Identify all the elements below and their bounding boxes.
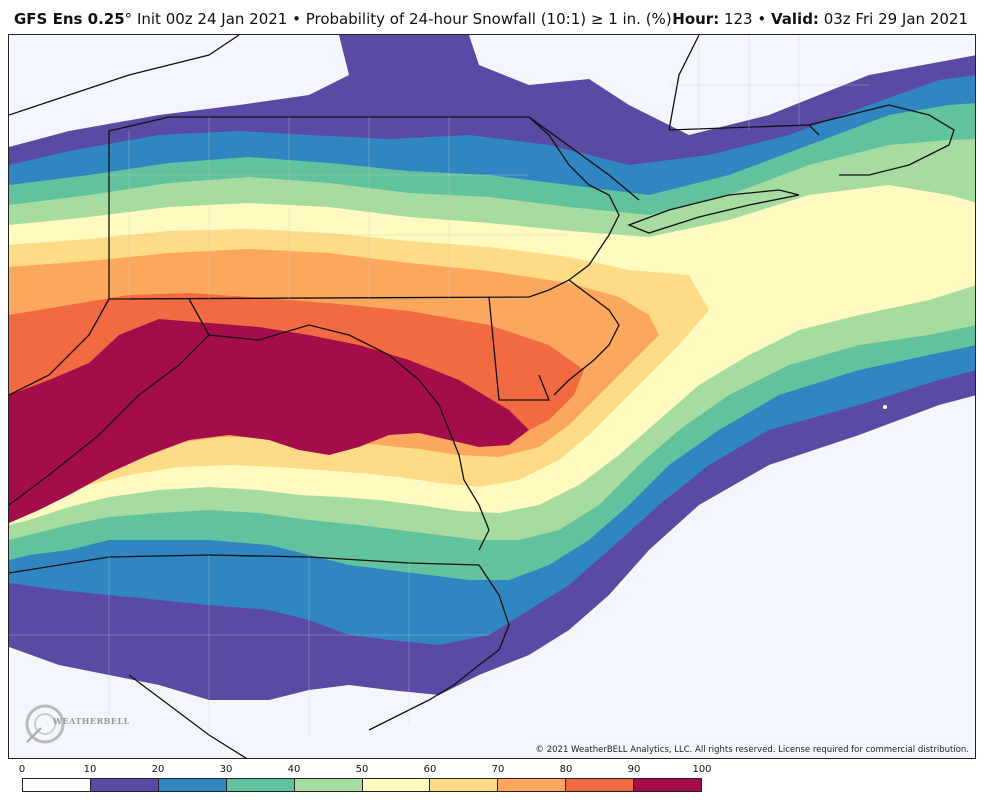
init-time: Init 00z 24 Jan 2021: [132, 10, 288, 28]
ny-nj-border: [528, 116, 640, 201]
wv-border: [9, 298, 110, 396]
maryland-va-border: [188, 298, 450, 431]
legend-color-swatch: [362, 779, 431, 791]
weatherbell-logo: WEATHERBELL: [23, 698, 129, 748]
delaware-border: [488, 296, 550, 401]
massachusetts-coast: [808, 104, 955, 176]
degree-symbol: °: [124, 10, 133, 28]
valid-bullet: •: [752, 10, 771, 28]
legend-color-swatch: [158, 779, 227, 791]
valid-value: 03z Fri 29 Jan 2021: [818, 10, 968, 28]
legend-tick-label: 40: [287, 764, 301, 775]
wv-va-border: [9, 334, 210, 506]
legend-tick-label: 100: [692, 764, 712, 775]
white-dot-marker: [883, 405, 887, 409]
legend-bar: [22, 778, 702, 792]
legend-tick-label: 10: [83, 764, 97, 775]
legend-color-swatch: [226, 779, 295, 791]
new-jersey-coast: [553, 279, 620, 396]
chesapeake-shore: [448, 429, 490, 551]
legend-color-swatch: [566, 779, 635, 791]
legend-color-swatch: [294, 779, 363, 791]
snowfall-probability-map[interactable]: WEATHERBELL © 2021 WeatherBELL Analytics…: [8, 34, 976, 759]
legend-tick-label: 60: [423, 764, 437, 775]
probability-bands: [9, 35, 975, 700]
legend-tick-label: 50: [355, 764, 369, 775]
logo-text: WEATHERBELL: [53, 716, 130, 726]
virginia-nc-border: [9, 554, 480, 574]
legend-color-swatch: [90, 779, 159, 791]
legend-tick-label: 30: [219, 764, 233, 775]
legend-tick-label: 90: [627, 764, 641, 775]
legend-tick-label: 20: [151, 764, 165, 775]
legend-ticks: 0 10 20 30 40 50 60 70 80 90 100: [18, 764, 712, 778]
legend-tick-label: 80: [559, 764, 573, 775]
pennsylvania-border: [108, 116, 620, 300]
product-name: Probability of 24-hour Snowfall (10:1) ≥…: [305, 10, 672, 28]
title-bullet: •: [287, 10, 306, 28]
legend-color-swatch: [23, 779, 91, 791]
legend-color-swatch: [634, 779, 702, 791]
copyright-notice: © 2021 WeatherBELL Analytics, LLC. All r…: [535, 745, 969, 755]
map-svg: [9, 35, 975, 758]
lake-erie: [9, 35, 240, 116]
hour-value: 123: [719, 10, 753, 28]
legend-color-swatch: [430, 779, 499, 791]
hour-label: Hour:: [672, 10, 720, 28]
band-90-100: [9, 319, 529, 523]
state-borders: [9, 35, 955, 758]
long-island: [627, 189, 800, 234]
color-legend: 0 10 20 30 40 50 60 70 80 90 100: [18, 764, 712, 804]
new-england-border: [668, 35, 700, 131]
valid-time-info: Hour: 123 • Valid: 03z Fri 29 Jan 2021: [672, 10, 968, 28]
valid-label: Valid:: [771, 10, 819, 28]
legend-color-swatch: [498, 779, 567, 791]
header: GFS Ens 0.25° Init 00z 24 Jan 2021 • Pro…: [0, 0, 984, 34]
county-lines: [9, 35, 869, 735]
legend-tick-label: 0: [18, 764, 26, 775]
model-name: GFS Ens 0.25: [14, 10, 125, 28]
sc-nc-border: [128, 674, 248, 758]
map-title: GFS Ens 0.25° Init 00z 24 Jan 2021 • Pro…: [14, 10, 672, 28]
legend-tick-label: 70: [491, 764, 505, 775]
logo-swirl-icon: [25, 704, 65, 744]
